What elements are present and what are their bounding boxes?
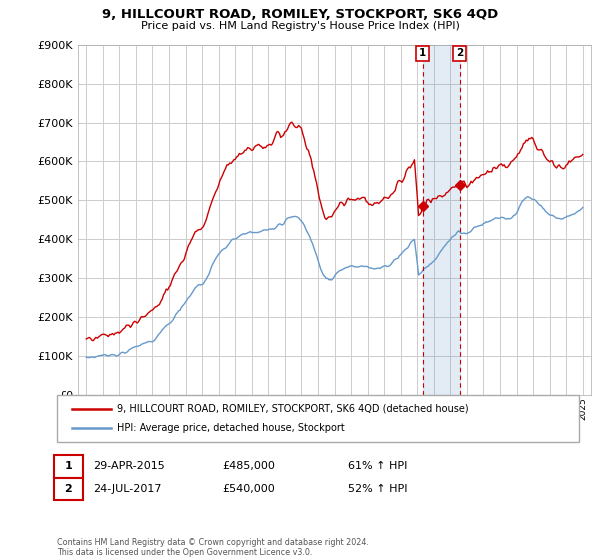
Text: 1: 1 <box>65 461 72 472</box>
Text: 61% ↑ HPI: 61% ↑ HPI <box>348 461 407 472</box>
Text: HPI: Average price, detached house, Stockport: HPI: Average price, detached house, Stoc… <box>117 423 345 433</box>
Text: 29-APR-2015: 29-APR-2015 <box>93 461 165 472</box>
Text: 52% ↑ HPI: 52% ↑ HPI <box>348 484 407 494</box>
Text: 9, HILLCOURT ROAD, ROMILEY, STOCKPORT, SK6 4QD: 9, HILLCOURT ROAD, ROMILEY, STOCKPORT, S… <box>102 8 498 21</box>
Text: 24-JUL-2017: 24-JUL-2017 <box>93 484 161 494</box>
Text: 1: 1 <box>419 48 427 58</box>
Text: £485,000: £485,000 <box>222 461 275 472</box>
Text: £540,000: £540,000 <box>222 484 275 494</box>
Text: Price paid vs. HM Land Registry's House Price Index (HPI): Price paid vs. HM Land Registry's House … <box>140 21 460 31</box>
Text: 9, HILLCOURT ROAD, ROMILEY, STOCKPORT, SK6 4QD (detached house): 9, HILLCOURT ROAD, ROMILEY, STOCKPORT, S… <box>117 404 469 414</box>
Text: 2: 2 <box>65 484 72 494</box>
Text: Contains HM Land Registry data © Crown copyright and database right 2024.
This d: Contains HM Land Registry data © Crown c… <box>57 538 369 557</box>
Text: 2: 2 <box>456 48 463 58</box>
